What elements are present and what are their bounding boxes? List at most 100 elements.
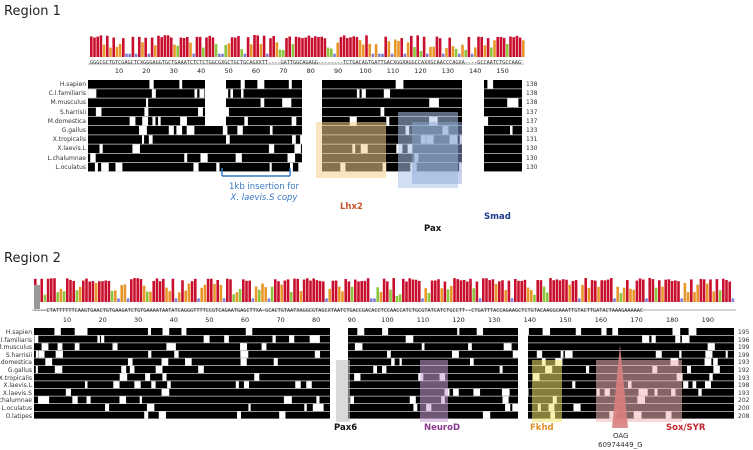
snp-position-label: 60974449_G [598, 441, 643, 449]
region1-conservation-bar [442, 53, 445, 57]
region1-conservation-bar [394, 39, 397, 57]
snp-marker [612, 345, 628, 428]
region1-conservation-bar [426, 53, 429, 57]
region2-conservation-bar [66, 278, 69, 302]
region2-conservation-bar [200, 287, 203, 302]
region2-conservation-bar [686, 292, 690, 302]
region2-conservation-bar [683, 282, 687, 302]
region2-conservation-bar [504, 289, 507, 302]
region1-conservation-bar [147, 53, 151, 57]
ruler-tick-label: 180 [665, 316, 679, 324]
region2-conservation-bar [648, 278, 651, 302]
region2-sequence-row-mismatch [399, 358, 402, 366]
region1-conservation-bar [490, 47, 493, 57]
region1-sequence-row-mismatch [395, 80, 404, 89]
region2-sequence-row-mismatch [139, 396, 142, 404]
region2-conservation-bar [91, 281, 95, 302]
region1-conservation-bar [422, 36, 426, 57]
region2-conservation-bar [139, 279, 143, 302]
region1-conservation-bar [96, 36, 99, 57]
sequence-length: 196 [738, 336, 750, 344]
region1-conservation-bar [480, 36, 483, 57]
region1-conservation-bar [278, 49, 282, 57]
neurod-highlight [420, 360, 448, 422]
region2-conservation-bar [494, 283, 498, 302]
ruler-tick-label: 120 [452, 316, 465, 324]
region2-conservation-bar [248, 280, 251, 302]
region2-conservation-bar [552, 280, 555, 302]
region2-conservation-bar [194, 278, 197, 302]
region1-sequence-row-mismatch [482, 116, 489, 126]
region2-sequence-row-mismatch [354, 373, 361, 381]
region1-conservation-bar [384, 36, 387, 57]
region2-sequence-row-mismatch [306, 381, 312, 389]
region2-sequence-row-mismatch [512, 350, 521, 358]
region1-sequence-row-mismatch [139, 126, 143, 135]
region1-sequence-row-mismatch [200, 153, 208, 163]
region2-sequence-row-mismatch [409, 396, 416, 404]
region2-conservation-bar [373, 298, 376, 302]
region2-sequence-row-mismatch [148, 350, 152, 358]
region2-sequence-row-mismatch [585, 366, 590, 373]
region2-conservation-bar [392, 278, 395, 302]
region2-conservation-bar [619, 293, 623, 302]
region2-conservation-bar [517, 280, 520, 302]
region2-sequence-row [34, 381, 734, 389]
region1-conservation-bar [112, 37, 115, 57]
region1-conservation-bar [246, 37, 250, 57]
region2-conservation-bar [152, 280, 155, 302]
region2-conservation-bar [94, 283, 98, 302]
region1-sequence-row-mismatch [260, 98, 265, 107]
region2-sequence-row-mismatch [145, 373, 151, 381]
region1-conservation-bar [362, 44, 365, 57]
region2-sequence-row-mismatch [468, 343, 472, 351]
region1-sequence-row-mismatch [292, 135, 296, 144]
region2-conservation-bar [478, 298, 482, 302]
region1-sequence-row-mismatch [194, 89, 198, 98]
region1-conservation-bar [342, 35, 346, 57]
region2-conservation-bar [536, 280, 539, 302]
region2-sequence-row-mismatch [469, 358, 474, 366]
region1-sequence-row-mismatch [198, 107, 203, 117]
region2-conservation-bar [206, 278, 210, 302]
region2-sequence-row-mismatch [105, 404, 110, 411]
species-name: C.l.familiaris [0, 336, 32, 344]
region2-sequence-row-mismatch [119, 396, 127, 404]
region2-sequence-row-mismatch [672, 328, 681, 335]
lhx2-highlight [316, 122, 386, 178]
region1-conservation-bar [173, 44, 176, 57]
region1-conservation-bar [515, 35, 519, 57]
region1-conservation-bar [458, 53, 461, 57]
region2-conservation-bar [334, 280, 338, 302]
region2-sequence-row-mismatch [38, 350, 45, 358]
region1-sequence-row-mismatch [99, 144, 103, 153]
region2-conservation-bar [405, 281, 408, 302]
region2-sequence-row-mismatch [181, 328, 187, 335]
ruler-tick-label: 140 [523, 316, 537, 324]
region1-conservation-bar [493, 40, 496, 57]
region2-conservation-bar [347, 281, 351, 302]
sox-syr-label: Sox/SYR [666, 423, 706, 433]
species-name: G.gallus [61, 127, 86, 134]
region2-conservation-bar [386, 281, 389, 302]
region1-sequence-row-mismatch [433, 98, 439, 107]
region2-sequence-row-mismatch [316, 404, 324, 411]
region2-sequence-row-mismatch [248, 404, 251, 411]
region1-sequence-row-mismatch [89, 89, 97, 98]
region1-conservation-bar [240, 49, 243, 57]
region1-conservation-bar [298, 37, 301, 57]
region2-sequence-row-mismatch [97, 335, 100, 343]
insertion-note-line2: X. laevis.S copy [230, 193, 298, 203]
region1-sequence-row-mismatch [180, 116, 187, 126]
region1-conservation-bar [512, 37, 515, 57]
region1-conservation-bar [176, 45, 179, 57]
region1-sequence-row-mismatch [244, 116, 248, 126]
region2-conservation-bar [312, 278, 315, 302]
region2-sequence-row-mismatch [309, 335, 318, 343]
region1-conservation-bar [182, 38, 186, 57]
sequence-length: 195 [738, 329, 750, 336]
region2-conservation-bar [78, 286, 82, 302]
region1-conservation-bar [134, 53, 138, 57]
region2-sequence-row-mismatch [86, 396, 91, 404]
region1-sequence-row-mismatch [383, 89, 391, 98]
